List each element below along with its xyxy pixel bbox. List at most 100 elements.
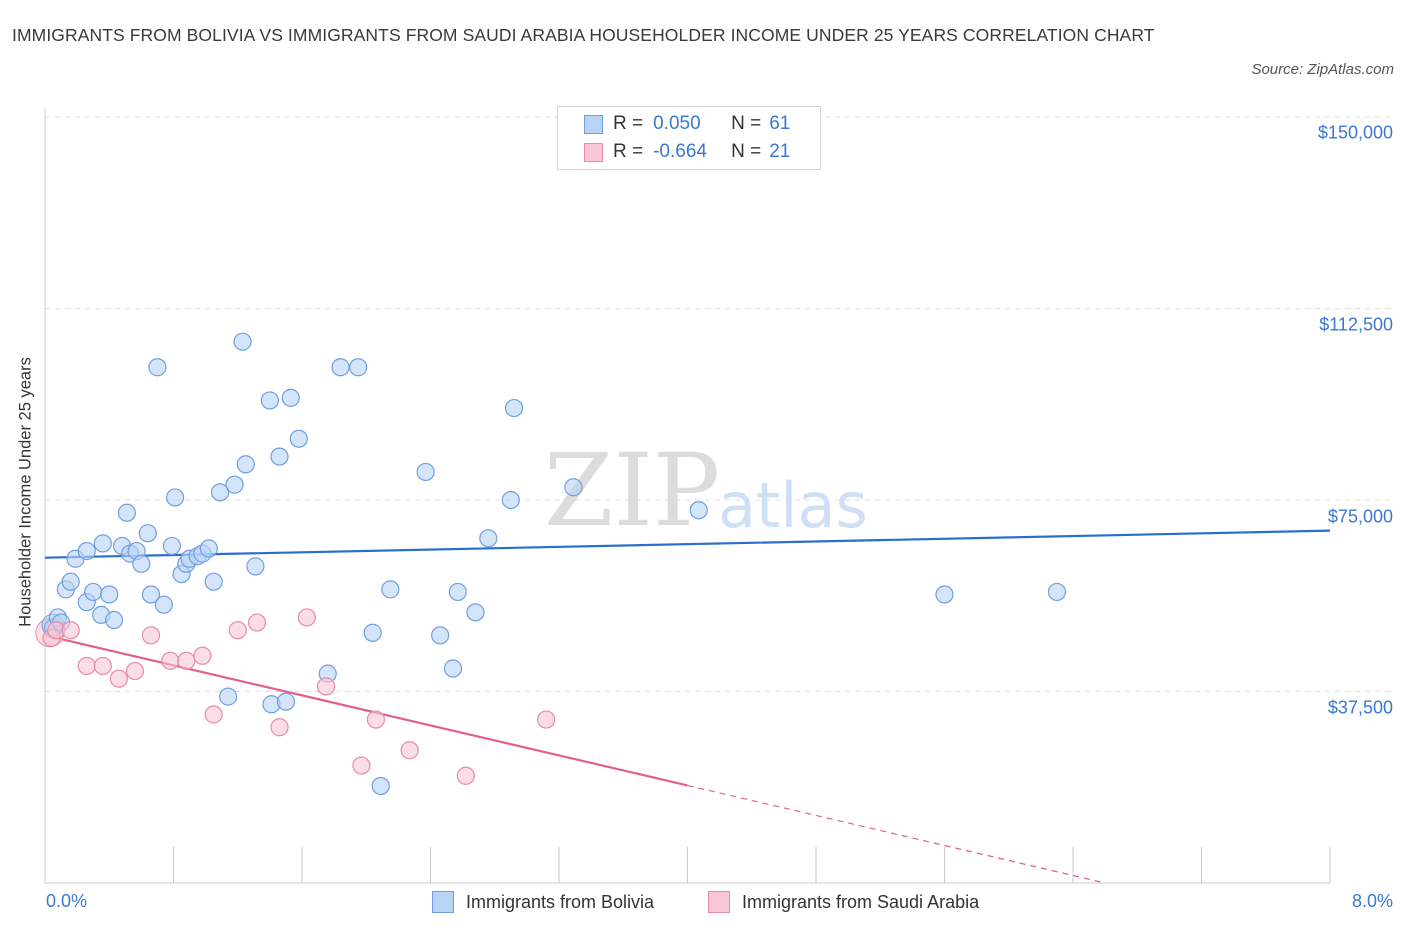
stats-legend-box: R = 0.050 N = 61 R = -0.664 N = 21 [557, 106, 821, 170]
bolivia-swatch [584, 114, 603, 134]
x-tick-label-max: 8.0% [1351, 891, 1393, 911]
saudi-r-label: R = [613, 141, 644, 162]
bolivia-point [148, 358, 167, 377]
bolivia-point [117, 503, 137, 522]
bolivia-point [225, 475, 244, 494]
bolivia-point [689, 501, 708, 520]
bolivia-n-label: N = [731, 113, 762, 134]
saudi-swatch [584, 142, 603, 162]
saudi-point [352, 756, 371, 775]
saudi-point [141, 626, 161, 645]
y-tick-label-75000: $75,000 [1327, 506, 1393, 527]
bolivia-point [61, 572, 80, 591]
legend-bolivia[interactable]: Immigrants from Bolivia [432, 889, 654, 915]
bolivia-point [210, 483, 230, 502]
source-label: Source: ZipAtlas.com [1251, 61, 1394, 78]
saudi-point [109, 669, 128, 688]
y-tick-label-37500: $37,500 [1327, 697, 1393, 718]
saudi-point [77, 656, 96, 676]
bolivia-point [77, 541, 96, 561]
bolivia-point [479, 529, 498, 548]
saudi-point [270, 718, 289, 737]
saudi-point [125, 661, 145, 681]
saudi-n-value: 21 [769, 141, 791, 162]
saudi-point [297, 608, 316, 627]
bolivia-point [84, 582, 103, 602]
bolivia-point [166, 488, 185, 507]
gridlines [45, 116, 1390, 692]
bolivia-point [138, 524, 157, 543]
bolivia-r-value: 0.050 [653, 113, 701, 134]
legend-saudi-label: Immigrants from Saudi Arabia [742, 891, 980, 912]
bolivia-point [132, 554, 151, 573]
x-tick-label-min: 0.0% [46, 891, 88, 911]
bolivia-point [431, 626, 450, 645]
data-points [35, 332, 1067, 796]
y-tick-label-150000: $150,000 [1317, 122, 1393, 143]
y-axis-title: Householder Income Under 25 years [16, 357, 35, 627]
legend-bolivia-label: Immigrants from Bolivia [466, 891, 655, 912]
bolivia-point [260, 391, 279, 410]
bolivia-point [281, 388, 300, 407]
saudi-point [537, 710, 556, 729]
bolivia-point [154, 595, 173, 614]
saudi-n-label: N = [731, 141, 762, 162]
saudi-point [456, 766, 475, 785]
legend-saudi[interactable]: Immigrants from Saudi Arabia [708, 889, 979, 915]
trend-lines [44, 529, 1331, 884]
bolivia-point [104, 610, 124, 630]
saudi-r-value: -0.664 [653, 141, 707, 162]
stats-row-bolivia: R = 0.050 N = 61 [584, 111, 790, 137]
bolivia-point [289, 429, 308, 448]
bolivia-point [219, 687, 238, 706]
saudi-point [193, 646, 212, 665]
saudi-point [177, 651, 196, 670]
bolivia-point [381, 580, 400, 599]
saudi-point [316, 677, 336, 696]
bolivia-point [233, 332, 252, 351]
bolivia-trend-line [44, 529, 1331, 559]
bolivia-point [349, 358, 368, 377]
bolivia-r-label: R = [613, 113, 644, 134]
saudi-point [93, 656, 112, 676]
bolivia-point [331, 358, 350, 377]
saudi-point [366, 710, 385, 729]
bolivia-point [1047, 582, 1067, 602]
bolivia-point [93, 534, 112, 553]
bolivia-point [236, 455, 255, 474]
saudi-point [161, 651, 180, 670]
bolivia-point [162, 536, 181, 556]
bolivia-point [504, 398, 524, 418]
bolivia-point [501, 490, 520, 510]
chart-title: IMMIGRANTS FROM BOLIVIA VS IMMIGRANTS FR… [12, 25, 1155, 45]
bolivia-point [276, 692, 296, 711]
saudi-trend-line [44, 634, 688, 787]
bolivia-point [270, 447, 289, 466]
watermark: ZIP atlas [544, 432, 868, 549]
stats-row-saudi: R = -0.664 N = 21 [584, 139, 790, 165]
bolivia-point [466, 603, 485, 622]
bolivia-point [443, 659, 463, 678]
saudi-point [228, 621, 247, 640]
saudi-trend-line-extension [687, 784, 1106, 884]
bolivia-point [935, 585, 954, 604]
bolivia-point [204, 572, 223, 591]
bolivia-point [363, 623, 382, 642]
bolivia-point [371, 776, 390, 796]
bolivia-point [448, 582, 467, 602]
bolivia-point [141, 585, 161, 604]
y-tick-label-112500: $112,500 [1319, 314, 1393, 335]
bolivia-point [100, 585, 119, 604]
watermark-atlas: atlas [718, 469, 868, 542]
bolivia-point [416, 462, 435, 482]
saudi-point [247, 613, 267, 632]
legend-saudi-swatch [708, 891, 730, 913]
bolivia-n-value: 61 [769, 113, 791, 134]
bolivia-point [564, 478, 583, 497]
bolivia-point [199, 539, 218, 558]
saudi-point [400, 741, 419, 760]
saudi-point [204, 705, 223, 724]
bolivia-point [246, 557, 265, 576]
legend-bolivia-swatch [432, 891, 454, 913]
